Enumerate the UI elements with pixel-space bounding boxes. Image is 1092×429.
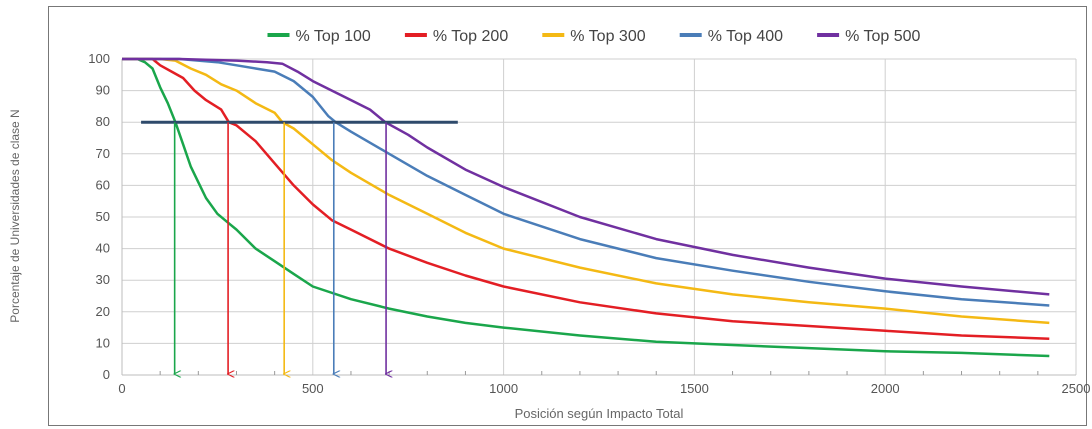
y-tick-label: 100 <box>88 51 110 66</box>
series-line-3 <box>122 57 1050 325</box>
series-line-2 <box>122 57 1050 340</box>
x-tick-label: 2500 <box>1062 381 1091 396</box>
legend-label-2: % Top 200 <box>433 28 508 45</box>
y-tick-label: 90 <box>96 83 110 98</box>
x-tick-label: 1000 <box>489 381 518 396</box>
y-tick-label: 70 <box>96 146 110 161</box>
chart-frame <box>48 6 1087 426</box>
x-tick-label: 2000 <box>871 381 900 396</box>
x-tick-label: 0 <box>118 381 125 396</box>
series-line-5 <box>122 57 1050 296</box>
series-lines <box>122 57 1050 358</box>
series-line-1 <box>122 57 1050 358</box>
y-tick-label: 10 <box>96 335 110 350</box>
legend-label-5: % Top 500 <box>845 28 920 45</box>
y-tick-label: 80 <box>96 114 110 129</box>
y-tick-label: 60 <box>96 177 110 192</box>
y-tick-label: 30 <box>96 272 110 287</box>
legend-label-3: % Top 300 <box>570 28 645 45</box>
y-tick-label: 50 <box>96 209 110 224</box>
legend: % Top 100 % Top 200 % Top 300 % Top 400 % To… <box>267 28 921 45</box>
legend-label-4: % Top 400 <box>708 28 783 45</box>
x-axis-label: Posición según Impacto Total <box>514 406 684 421</box>
x-tick-label: 500 <box>302 381 324 396</box>
y-tick-label: 0 <box>103 367 110 382</box>
y-tick-label: 40 <box>96 241 110 256</box>
x-tick-label: 1500 <box>680 381 709 396</box>
annotations <box>141 120 458 374</box>
y-tick-label: 20 <box>96 304 110 319</box>
legend-label-1: % Top 100 <box>296 28 371 45</box>
series-line-4 <box>122 57 1050 307</box>
grid <box>121 58 1077 376</box>
